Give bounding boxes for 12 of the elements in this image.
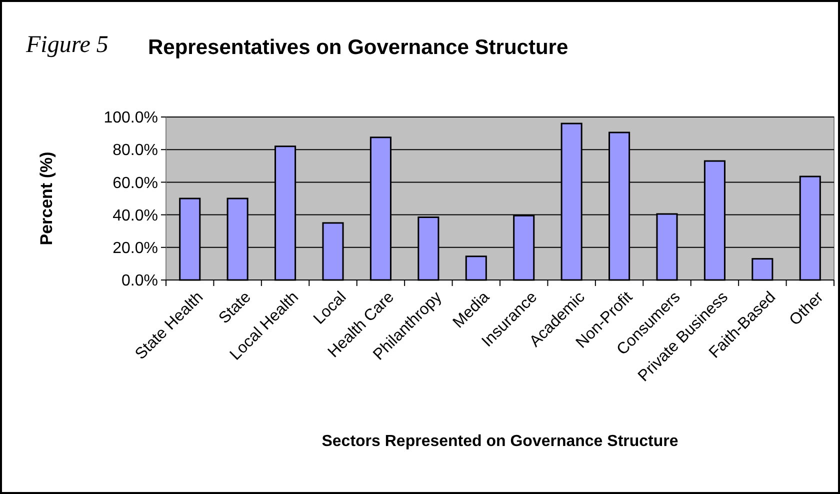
y-tick-label: 0.0%: [122, 272, 158, 290]
y-tick-label: 40.0%: [112, 207, 158, 224]
y-axis-title: Percent (%): [37, 152, 56, 246]
y-tick-label: 80.0%: [112, 142, 158, 160]
x-axis-title: Sectors Represented on Governance Structure: [322, 433, 678, 450]
y-tick-label: 60.0%: [112, 174, 158, 192]
y-tick-label: 20.0%: [112, 240, 158, 257]
chart-title: Representatives on Governance Structure: [148, 36, 568, 59]
chart-subtitle: Figure 5: [25, 32, 108, 58]
y-tick-label: 100.0%: [104, 110, 158, 127]
bar: [752, 258, 774, 281]
bar: [465, 256, 487, 281]
